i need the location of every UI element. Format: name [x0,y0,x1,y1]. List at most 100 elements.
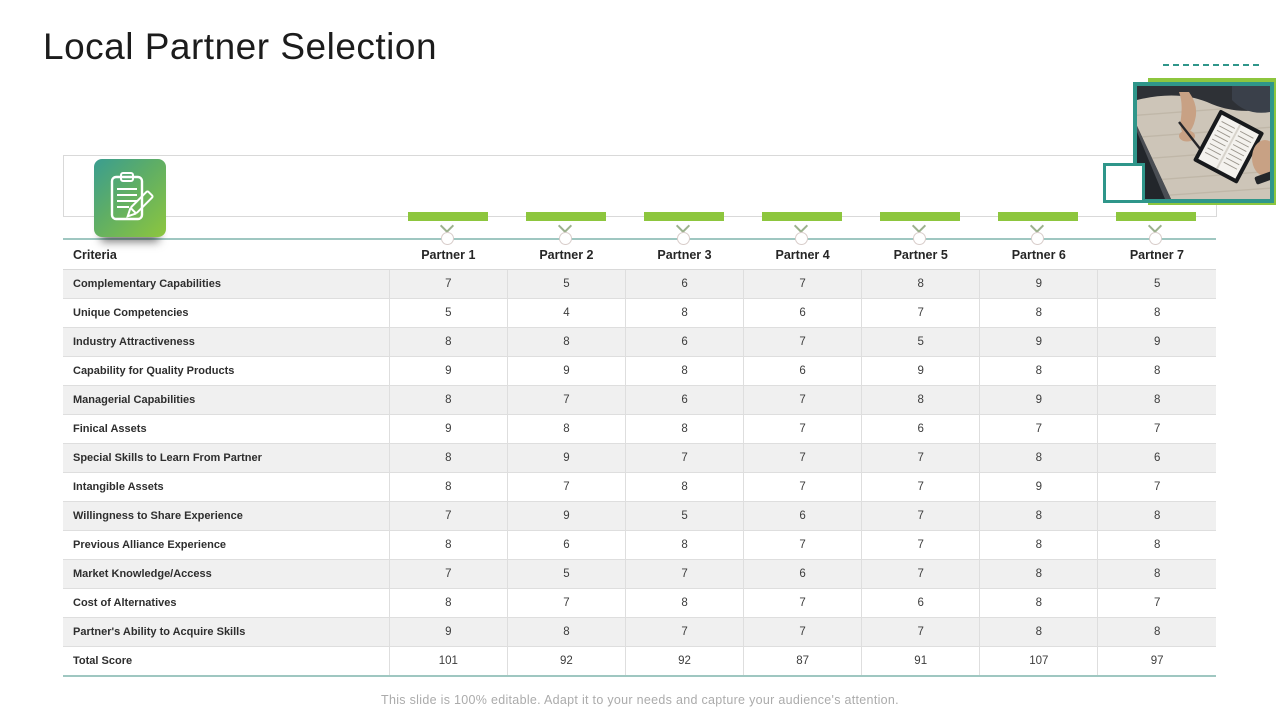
score-cell: 8 [1097,385,1216,415]
score-cell: 7 [624,443,745,473]
score-cell: 9 [979,472,1099,502]
score-cell: 8 [979,530,1099,560]
score-cell: 9 [388,617,508,647]
page-title: Local Partner Selection [43,26,438,67]
column-dot-icon [677,232,690,245]
column-dot-icon [913,232,926,245]
green-column-bar [1116,212,1196,221]
footer-note: This slide is 100% editable. Adapt it to… [381,693,899,707]
score-cell: 8 [1097,617,1216,647]
total-score-cell: 92 [624,646,745,677]
column-dot-icon [1031,232,1044,245]
criteria-label: Willingness to Share Experience [63,501,390,531]
desk-notebook-photo [1133,82,1274,203]
teal-outline-square [1103,163,1145,203]
table-row: Partner's Ability to Acquire Skills 9 8 7 7 7… [63,617,1216,647]
score-cell: 7 [388,559,508,589]
score-cell: 7 [1097,414,1216,444]
score-cell: 7 [743,443,863,473]
total-label: Total Score [63,646,390,677]
score-cell: 7 [1097,588,1216,618]
score-cell: 5 [388,298,508,328]
score-cell: 7 [624,617,745,647]
criteria-label: Special Skills to Learn From Partner [63,443,390,473]
chevron-down-icon [793,218,809,234]
total-score-cell: 97 [1097,646,1216,677]
score-cell: 5 [861,327,981,357]
chevron-down-icon [439,218,455,234]
criteria-label: Capability for Quality Products [63,356,390,386]
score-cell: 5 [1097,269,1216,299]
score-cell: 7 [861,530,981,560]
score-cell: 5 [506,269,626,299]
score-cell: 6 [1097,443,1216,473]
score-cell: 6 [743,356,863,386]
score-cell: 7 [743,414,863,444]
score-cell: 8 [506,327,626,357]
score-cell: 5 [624,501,745,531]
score-cell: 7 [861,559,981,589]
score-cell: 7 [388,269,508,299]
score-cell: 8 [388,385,508,415]
score-cell: 8 [388,327,508,357]
partner-selection-table: Criteria Partner 1 Partner 2 Partner 3 Partn… [63,238,1216,677]
score-cell: 9 [506,356,626,386]
score-cell: 9 [506,501,626,531]
score-cell: 8 [1097,559,1216,589]
score-cell: 7 [861,472,981,502]
score-cell: 7 [743,269,863,299]
criteria-header: Criteria [63,238,390,270]
criteria-label: Finical Assets [63,414,390,444]
score-cell: 7 [506,588,626,618]
criteria-label: Managerial Capabilities [63,385,390,415]
dashed-accent-line [1163,64,1259,66]
clipboard-pencil-glyph [110,172,154,221]
column-dot-icon [441,232,454,245]
table-row: Intangible Assets 8 7 8 7 7 9 7 [63,472,1216,502]
score-cell: 8 [506,617,626,647]
score-cell: 7 [743,530,863,560]
score-cell: 8 [624,298,745,328]
green-column-bar [880,212,960,221]
score-cell: 9 [979,385,1099,415]
score-cell: 8 [624,472,745,502]
score-cell: 9 [979,269,1099,299]
table-row: Managerial Capabilities 8 7 6 7 8 9 8 [63,385,1216,415]
score-cell: 7 [743,385,863,415]
score-cell: 8 [388,472,508,502]
column-dot-icon [795,232,808,245]
score-cell: 9 [388,356,508,386]
table-row: Willingness to Share Experience 7 9 5 6 7 8 8 [63,501,1216,531]
score-cell: 8 [979,588,1099,618]
table-row: Industry Attractiveness 8 8 6 7 5 9 9 [63,327,1216,357]
criteria-label: Partner's Ability to Acquire Skills [63,617,390,647]
score-cell: 8 [624,356,745,386]
score-cell: 8 [1097,501,1216,531]
score-cell: 7 [743,617,863,647]
chevron-down-icon [557,218,573,234]
green-column-bar [408,212,488,221]
score-cell: 8 [861,269,981,299]
score-cell: 8 [979,443,1099,473]
score-cell: 7 [388,501,508,531]
chevron-down-icon [1029,218,1045,234]
score-cell: 6 [624,269,745,299]
total-score-cell: 87 [743,646,863,677]
table-row: Special Skills to Learn From Partner 8 9 7 7… [63,443,1216,473]
score-cell: 4 [506,298,626,328]
score-cell: 8 [624,530,745,560]
score-cell: 9 [506,443,626,473]
table-header-row: Criteria Partner 1 Partner 2 Partner 3 Partn… [63,238,1216,270]
score-cell: 8 [861,385,981,415]
score-cell: 5 [506,559,626,589]
total-score-cell: 107 [979,646,1099,677]
score-cell: 7 [861,443,981,473]
photo-illustration [1137,86,1270,199]
score-cell: 8 [1097,530,1216,560]
score-cell: 7 [743,472,863,502]
total-score-cell: 91 [861,646,981,677]
column-dot-icon [559,232,572,245]
score-cell: 7 [979,414,1099,444]
score-cell: 6 [743,298,863,328]
